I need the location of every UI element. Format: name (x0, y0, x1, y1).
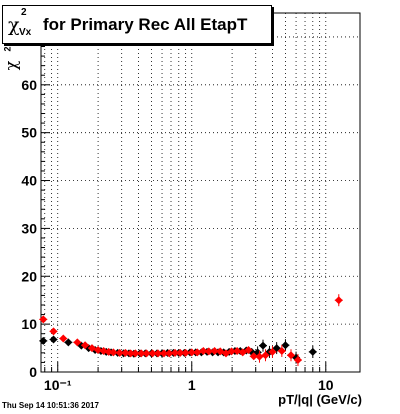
red-data-point (126, 349, 135, 358)
red-data-point (244, 345, 253, 354)
red-data-point (81, 341, 90, 350)
red-data-point (87, 344, 96, 353)
red-data-point (210, 346, 219, 355)
red-data-point (137, 349, 146, 358)
y-axis-label: χ 2 (1, 44, 26, 84)
red-data-point (261, 351, 270, 360)
red-data-point (233, 346, 242, 355)
timestamp: Thu Sep 14 10:51:36 2017 (2, 401, 99, 410)
red-data-point (131, 349, 140, 358)
x-tick-label: 10 (318, 377, 334, 393)
x-tick-label: 1 (188, 377, 196, 393)
red-data-point (49, 327, 58, 336)
data-points (39, 294, 343, 367)
red-data-point (286, 351, 295, 360)
black-data-point (39, 336, 48, 345)
red-data-point (39, 315, 48, 324)
red-data-point (165, 349, 174, 358)
red-data-point (176, 348, 185, 357)
y-axis-chi-symbol: χ (1, 60, 21, 71)
y-tick-label: 60 (21, 77, 37, 93)
y-tick-label: 30 (21, 220, 37, 236)
axis-tick-labels: 0 10 20 30 40 50 60 10⁻¹ 1 10 (21, 77, 333, 393)
axis-ticks (41, 26, 327, 373)
y-tick-label: 20 (21, 268, 37, 284)
y-axis-superscript: 2 (2, 46, 13, 52)
red-data-point (59, 334, 68, 343)
red-data-point (199, 346, 208, 355)
red-data-point (148, 349, 157, 358)
black-data-point (281, 341, 290, 350)
red-data-point (187, 348, 196, 357)
red-data-point (249, 352, 258, 361)
black-data-point (308, 347, 317, 356)
red-data-point (268, 347, 277, 356)
red-data-point (142, 349, 151, 358)
red-data-point (154, 349, 163, 358)
y-tick-label: 40 (21, 173, 37, 189)
y-tick-label: 50 (21, 125, 37, 141)
red-data-point (109, 348, 118, 357)
red-data-point (115, 348, 124, 357)
x-axis-label: pT/|q| (GeV/c) (278, 392, 362, 407)
red-data-point (181, 348, 190, 357)
black-data-point (64, 338, 73, 347)
red-data-point (293, 356, 302, 365)
red-data-point (104, 347, 113, 356)
red-data-point (227, 347, 236, 356)
red-data-point (255, 352, 264, 361)
title-superscript: 2 (21, 7, 27, 18)
red-data-point (159, 349, 168, 358)
red-data-point (121, 348, 130, 357)
y-tick-label: 10 (21, 316, 37, 332)
plot-frame (40, 12, 361, 373)
red-data-point (94, 345, 103, 354)
x-tick-label: 10⁻¹ (44, 377, 72, 393)
black-data-point (258, 341, 267, 350)
red-data-point (277, 346, 286, 355)
red-data-point (204, 347, 213, 356)
title-box: χ 2 Vx for Primary Rec All EtapT (2, 5, 272, 44)
red-data-point (99, 346, 108, 355)
red-data-point (334, 296, 343, 305)
title-subscript: Vx (19, 27, 32, 38)
black-data-point (49, 335, 58, 344)
plot-title: for Primary Rec All EtapT (43, 15, 248, 34)
black-data-point (272, 344, 281, 353)
title-chi-symbol: χ (8, 14, 20, 36)
red-data-point (73, 338, 82, 347)
grid-lines (41, 13, 360, 372)
red-data-point (193, 348, 202, 357)
y-tick-label: 0 (29, 364, 37, 380)
red-data-point (171, 348, 180, 357)
